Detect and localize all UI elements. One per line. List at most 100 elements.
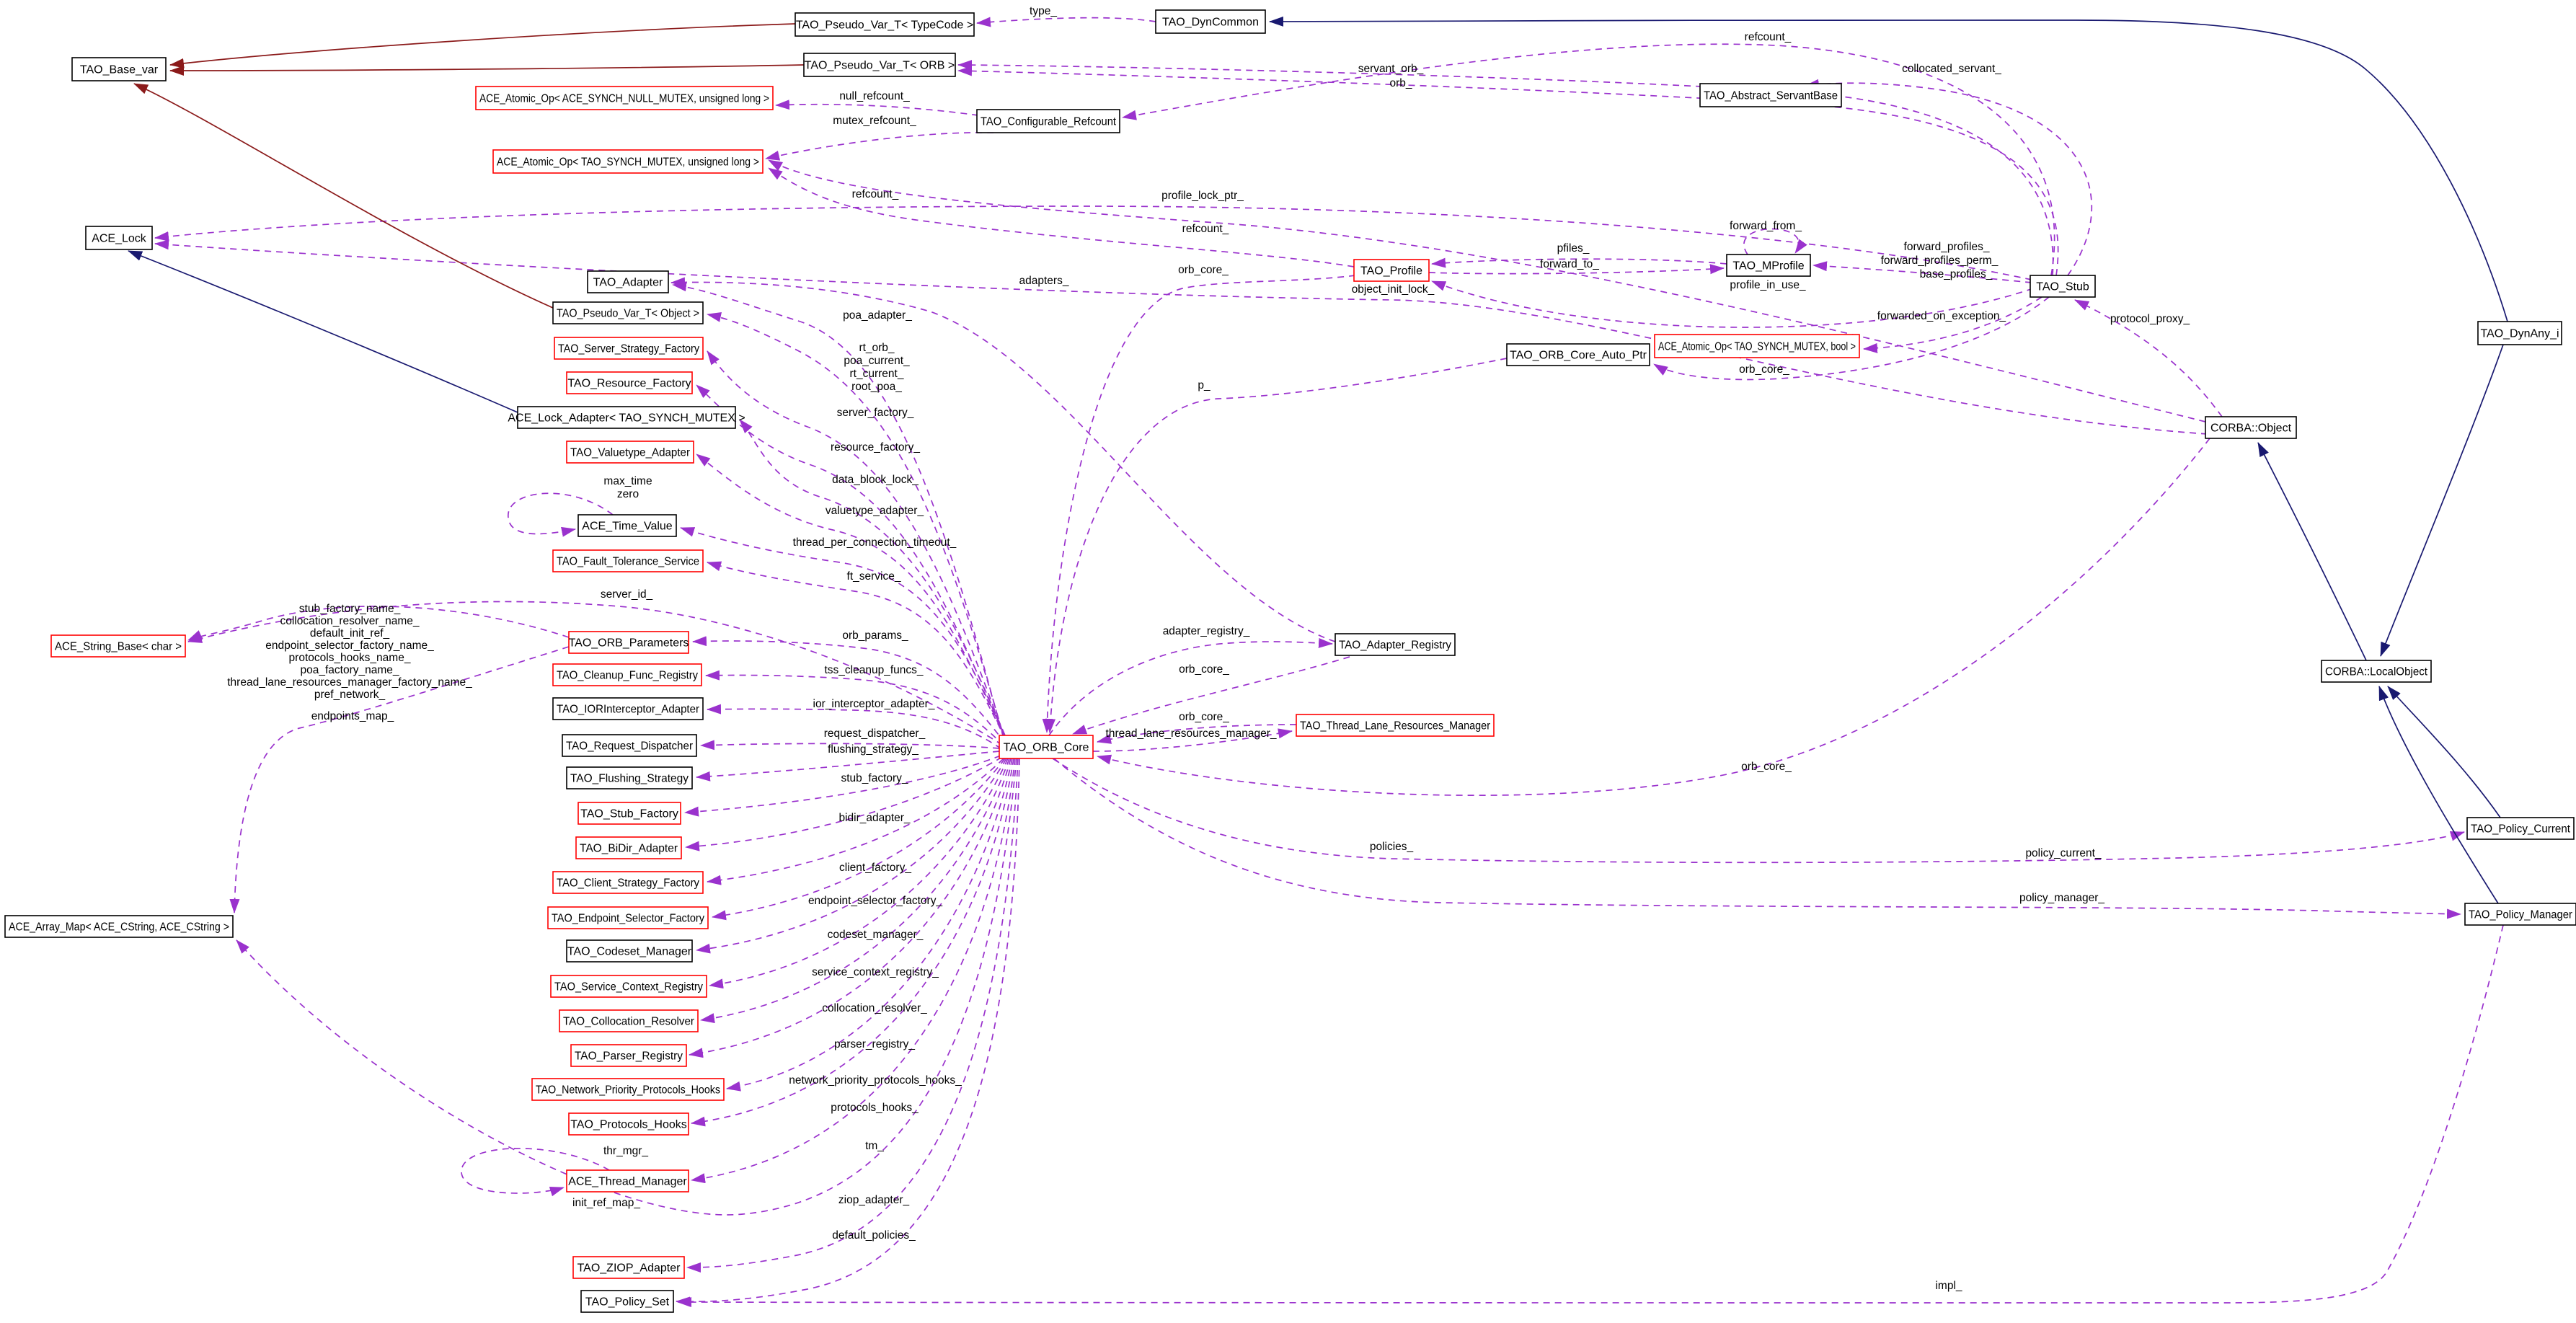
class-box-ior-interceptor-adapter (552, 697, 704, 720)
class-node-base-var[interactable]: TAO_Base_var (71, 57, 167, 81)
class-node-dynany-i[interactable]: TAO_DynAny_i (2477, 321, 2562, 345)
class-node-protocols-hooks[interactable]: TAO_Protocols_Hooks (568, 1112, 689, 1136)
class-box-thread-lane-resources-manager (1296, 714, 1495, 737)
class-node-stub-factory[interactable]: TAO_Stub_Factory (577, 802, 681, 825)
edge-label-orb-core-profile: orb_core_ (1178, 264, 1229, 276)
edge-label-client-factory: client_factory_ (839, 862, 911, 874)
class-node-cleanup-func-registry[interactable]: TAO_Cleanup_Func_Registry (552, 663, 702, 686)
edge-label-type: type_ (1030, 5, 1057, 17)
class-node-tao-stub[interactable]: TAO_Stub (2030, 275, 2096, 298)
class-node-policy-manager[interactable]: TAO_Policy_Manager (2464, 903, 2576, 926)
class-node-collocation-resolver[interactable]: TAO_Collocation_Resolver (559, 1009, 699, 1032)
class-node-corba-object[interactable]: CORBA::Object (2205, 416, 2297, 439)
class-node-pseudo-var-typecode[interactable]: TAO_Pseudo_Var_T< TypeCode > (795, 12, 975, 37)
class-node-tao-adapter[interactable]: TAO_Adapter (587, 270, 669, 293)
class-node-dyncommon[interactable]: TAO_DynCommon (1155, 9, 1266, 34)
class-node-fault-tolerance-service[interactable]: TAO_Fault_Tolerance_Service (552, 549, 704, 572)
class-node-resource-factory[interactable]: TAO_Resource_Factory (566, 371, 693, 394)
class-box-pseudo-var-object (552, 301, 704, 324)
class-node-ior-interceptor-adapter[interactable]: TAO_IORInterceptor_Adapter (552, 697, 704, 720)
class-node-endpoint-selector-factory[interactable]: TAO_Endpoint_Selector_Factory (547, 906, 709, 929)
edge-label-servant-orb: orb_ (1389, 77, 1412, 89)
class-node-client-strategy-factory[interactable]: TAO_Client_Strategy_Factory (552, 871, 704, 894)
edge-label-string-names: pref_network_ (314, 689, 386, 701)
class-node-string-base[interactable]: ACE_String_Base< char > (50, 634, 186, 658)
class-node-orb-core[interactable]: TAO_ORB_Core (999, 735, 1094, 759)
class-node-network-priority-protocols-hooks[interactable]: TAO_Network_Priority_Protocols_Hooks (531, 1078, 725, 1101)
edge-orb-core-object (1097, 438, 2210, 796)
class-label-ziop-adapter: TAO_ZIOP_Adapter (577, 1262, 681, 1275)
class-node-adapter-registry[interactable]: TAO_Adapter_Registry (1335, 633, 1456, 656)
class-label-network-priority-protocols-hooks: TAO_Network_Priority_Protocols_Hooks (536, 1084, 720, 1097)
class-node-abstract-servantbase[interactable]: TAO_Abstract_ServantBase (1699, 83, 1842, 107)
edge-profile-in-use (1431, 280, 2034, 328)
class-label-adapter-registry: TAO_Adapter_Registry (1339, 640, 1451, 652)
edge-inherit-lockadapter-acelock (128, 250, 518, 413)
edge-label-forward-profiles: forward_profiles_ (1904, 241, 1990, 253)
edge-label-orb-params: orb_params_ (842, 629, 908, 642)
class-node-policy-current[interactable]: TAO_Policy_Current (2466, 817, 2575, 840)
edge-label-null-refcount: null_refcount_ (839, 90, 910, 102)
class-box-atomic-op-bool (1654, 334, 1860, 358)
edge-layer (128, 16, 2508, 1308)
class-label-pseudo-var-object: TAO_Pseudo_Var_T< Object > (557, 308, 699, 320)
class-box-configurable-refcount (976, 109, 1120, 133)
class-box-corba-object (2205, 416, 2297, 439)
class-label-codeset-manager: TAO_Codeset_Manager (567, 946, 692, 958)
class-node-atomic-op-null-mutex[interactable]: ACE_Atomic_Op< ACE_SYNCH_NULL_MUTEX, uns… (475, 86, 774, 110)
edge-client-factory (707, 758, 1004, 885)
class-node-policy-set[interactable]: TAO_Policy_Set (580, 1290, 674, 1313)
edge-p (1045, 358, 1508, 733)
class-box-parser-registry (570, 1044, 687, 1067)
class-node-request-dispatcher[interactable]: TAO_Request_Dispatcher (562, 734, 697, 757)
class-box-atomic-op-ulong (492, 149, 763, 174)
class-node-flushing-strategy[interactable]: TAO_Flushing_Strategy (566, 766, 693, 789)
class-node-thread-manager[interactable]: ACE_Thread_Manager (566, 1169, 689, 1193)
class-node-server-strategy-factory[interactable]: TAO_Server_Strategy_Factory (554, 337, 704, 360)
edge-label-max-time-zero: max_time (603, 475, 652, 487)
class-node-array-map[interactable]: ACE_Array_Map< ACE_CString, ACE_CString … (4, 915, 234, 938)
class-node-bidir-adapter[interactable]: TAO_BiDir_Adapter (575, 836, 682, 859)
class-node-ziop-adapter[interactable]: TAO_ZIOP_Adapter (572, 1256, 685, 1279)
class-node-configurable-refcount[interactable]: TAO_Configurable_Refcount (976, 109, 1120, 133)
class-node-valuetype-adapter[interactable]: TAO_Valuetype_Adapter (566, 441, 694, 464)
class-label-client-strategy-factory: TAO_Client_Strategy_Factory (557, 877, 699, 890)
edge-label-adapter-registry-e: adapter_registry_ (1163, 625, 1250, 637)
class-node-time-value[interactable]: ACE_Time_Value (577, 514, 677, 537)
class-node-orb-parameters[interactable]: TAO_ORB_Parameters (568, 631, 689, 654)
class-node-service-context-registry[interactable]: TAO_Service_Context_Registry (550, 975, 707, 998)
edge-label-collocation-resolver-e: collocation_resolver_ (822, 1002, 927, 1014)
class-node-ace-lock[interactable]: ACE_Lock (85, 226, 153, 250)
edge-label-p: p_ (1198, 379, 1210, 391)
edge-endpoint-selector-factory-e (712, 758, 1006, 921)
class-label-configurable-refcount: TAO_Configurable_Refcount (981, 116, 1117, 128)
edge-thread-per-connection-timeout (680, 527, 1012, 749)
edge-label-string-names: stub_factory_name_ (299, 603, 401, 615)
class-node-thread-lane-resources-manager[interactable]: TAO_Thread_Lane_Resources_Manager (1296, 714, 1495, 737)
edge-valuetype-adapter-e (696, 453, 1010, 748)
edge-impl (677, 924, 2504, 1308)
edge-label-pfiles: pfiles_ (1557, 242, 1590, 255)
class-label-resource-factory: TAO_Resource_Factory (567, 378, 691, 390)
class-box-abstract-servantbase (1699, 83, 1842, 107)
class-box-tao-profile (1353, 259, 1430, 282)
edge-label-poa-adapter: poa_adapter_ (843, 309, 912, 322)
class-box-endpoint-selector-factory (547, 906, 709, 929)
class-box-policy-manager (2464, 903, 2576, 926)
class-node-atomic-op-bool[interactable]: ACE_Atomic_Op< TAO_SYNCH_MUTEX, bool > (1654, 334, 1860, 358)
class-box-dyncommon (1155, 9, 1266, 34)
class-node-tao-profile[interactable]: TAO_Profile (1353, 259, 1430, 282)
class-node-local-object[interactable]: CORBA::LocalObject (2321, 660, 2432, 683)
class-box-lock-adapter (517, 406, 736, 429)
class-node-orb-core-auto-ptr[interactable]: TAO_ORB_Core_Auto_Ptr (1506, 343, 1650, 366)
edge-label-ior-interceptor-adapter-e: ior_interceptor_adapter_ (813, 698, 935, 710)
class-node-parser-registry[interactable]: TAO_Parser_Registry (570, 1044, 687, 1067)
edge-servant-orb (957, 60, 2054, 276)
class-node-pseudo-var-object[interactable]: TAO_Pseudo_Var_T< Object > (552, 301, 704, 324)
class-node-mprofile[interactable]: TAO_MProfile (1726, 254, 1811, 277)
class-node-pseudo-var-orb[interactable]: TAO_Pseudo_Var_T< ORB > (803, 53, 956, 77)
edge-type (976, 17, 1156, 27)
class-node-atomic-op-ulong[interactable]: ACE_Atomic_Op< TAO_SYNCH_MUTEX, unsigned… (492, 149, 763, 174)
class-node-codeset-manager[interactable]: TAO_Codeset_Manager (566, 939, 693, 963)
class-node-lock-adapter[interactable]: ACE_Lock_Adapter< TAO_SYNCH_MUTEX > (508, 406, 745, 429)
